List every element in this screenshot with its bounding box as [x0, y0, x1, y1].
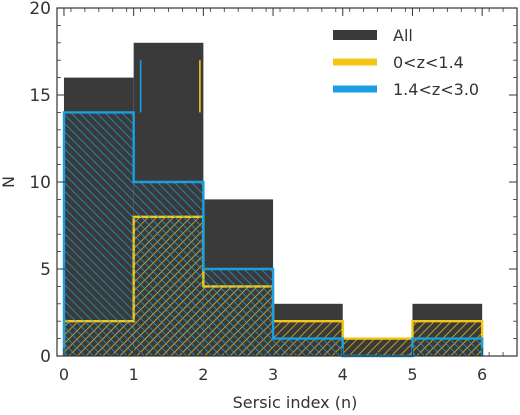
legend-label-0: All: [393, 26, 413, 45]
series-2-hatch-bin-3: [273, 338, 343, 356]
plot-area: [62, 42, 484, 358]
x-tick-label-2: 2: [198, 365, 208, 384]
series-2-step-line: [62, 111, 484, 358]
y-tick-label-10: 10: [29, 173, 51, 193]
legend-swatch-all: [333, 30, 377, 40]
x-tick-label-5: 5: [407, 365, 417, 384]
x-axis-label: Sersic index (n): [233, 393, 358, 412]
legend-label-2: 1.4<z<3.0: [393, 80, 479, 99]
y-axis-label: N: [0, 176, 18, 188]
series-2-hatch-bin-5: [412, 338, 483, 356]
legend: All 0<z<1.4 1.4<z<3.0: [333, 26, 479, 99]
x-tick-label-4: 4: [338, 365, 348, 384]
y-tick-label-20: 20: [29, 0, 51, 19]
x-tick-label-3: 3: [268, 365, 278, 384]
x-tick-label-0: 0: [59, 365, 69, 384]
y-tick-label-15: 15: [29, 86, 51, 106]
x-tick-label-6: 6: [477, 365, 487, 384]
y-tick-label-5: 5: [40, 260, 51, 280]
series-2-hatch-bin-0: [63, 112, 134, 357]
legend-label-1: 0<z<1.4: [393, 53, 464, 72]
x-tick-label-1: 1: [129, 365, 139, 384]
axes: 0 1 2 3 4 5 6 0 5 10 15 20: [29, 0, 518, 384]
series-2-hatch-bin-1: [133, 182, 204, 356]
series-1-hatch-bin-4: [342, 338, 413, 356]
y-tick-label-0: 0: [40, 347, 51, 367]
series-2-hatch-bin-2: [203, 269, 274, 356]
